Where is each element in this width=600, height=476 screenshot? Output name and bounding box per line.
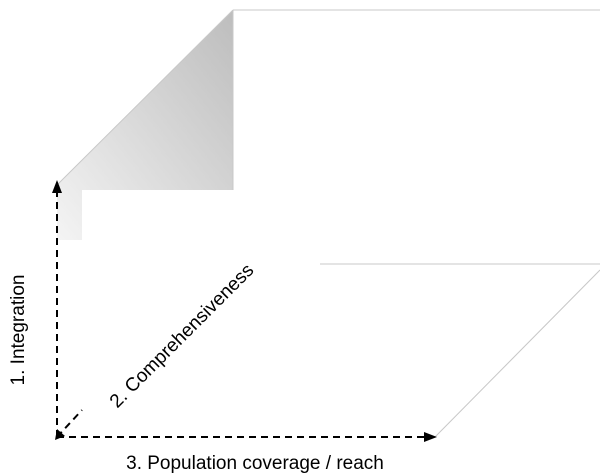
origin-arrow-head bbox=[55, 429, 65, 440]
axes bbox=[56, 192, 428, 438]
population-coverage-axis-label: 3. Population coverage / reach bbox=[126, 453, 384, 474]
cube-edge-left-top bbox=[56, 9, 234, 186]
integration-axis-label: 1. Integration bbox=[8, 275, 29, 386]
cube-edges bbox=[56, 9, 600, 438]
comprehensiveness-axis bbox=[56, 409, 83, 438]
population-coverage-arrow-head bbox=[424, 432, 437, 442]
integration-arrow-head bbox=[52, 180, 62, 193]
comprehensiveness-axis-label: 2. Comprehensiveness bbox=[106, 260, 258, 412]
cube-top-face bbox=[82, 190, 600, 265]
cube-side-face bbox=[57, 10, 233, 240]
cube-edge-front-right bbox=[434, 269, 600, 438]
